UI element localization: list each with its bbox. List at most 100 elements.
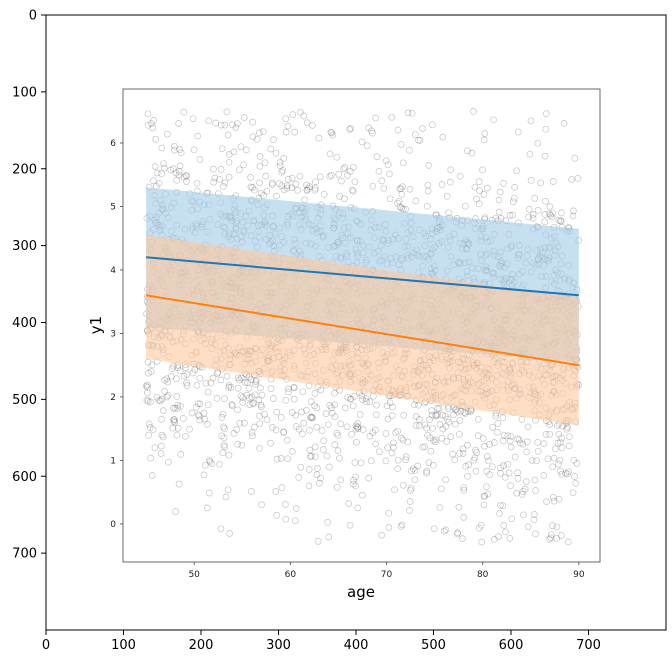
scatter-point xyxy=(279,167,287,174)
scatter-point xyxy=(146,424,154,431)
scatter-point xyxy=(350,163,357,171)
scatter-point xyxy=(145,431,152,439)
scatter-point xyxy=(373,153,381,160)
scatter-point xyxy=(429,424,437,432)
scatter-point xyxy=(396,203,404,211)
scatter-point xyxy=(351,178,359,186)
scatter-point xyxy=(316,479,323,487)
scatter-point xyxy=(176,162,184,170)
scatter-point xyxy=(245,384,253,392)
scatter-point xyxy=(564,470,571,478)
scatter-point xyxy=(365,124,373,132)
outer-x-tick-label: 200 xyxy=(189,638,214,653)
scatter-point xyxy=(443,438,451,445)
scatter-point xyxy=(459,535,466,542)
scatter-point xyxy=(161,376,169,384)
scatter-point xyxy=(306,446,314,454)
scatter-point xyxy=(394,126,402,134)
scatter-point xyxy=(324,519,332,526)
scatter-point xyxy=(143,396,151,404)
scatter-point xyxy=(352,422,360,430)
outer-y-tick-label: 0 xyxy=(29,9,37,24)
scatter-point xyxy=(552,445,559,453)
scatter-point xyxy=(394,199,401,207)
scatter-point xyxy=(155,396,163,404)
scatter-point xyxy=(499,437,507,445)
scatter-point xyxy=(313,471,321,479)
scatter-point xyxy=(353,424,361,431)
scatter-point xyxy=(424,187,432,195)
scatter-point xyxy=(291,517,299,525)
scatter-point xyxy=(314,538,322,545)
scatter-point xyxy=(295,474,303,481)
scatter-point xyxy=(521,485,529,493)
scatter-point xyxy=(346,126,354,133)
scatter-point xyxy=(238,441,246,449)
scatter-point xyxy=(494,428,501,436)
scatter-point xyxy=(228,402,236,409)
scatter-point xyxy=(257,384,264,392)
scatter-point xyxy=(221,443,229,451)
scatter-point xyxy=(483,483,490,491)
scatter-point xyxy=(277,455,285,462)
scatter-point xyxy=(502,528,509,536)
scatter-point xyxy=(423,202,431,210)
scatter-point xyxy=(234,384,242,392)
scatter-point xyxy=(478,538,486,546)
scatter-point xyxy=(373,401,380,409)
scatter-point xyxy=(269,395,277,402)
scatter-point xyxy=(183,178,190,185)
scatter-point xyxy=(194,411,202,419)
scatter-point xyxy=(563,425,571,433)
scatter-point xyxy=(295,425,303,433)
scatter-point xyxy=(496,501,504,509)
scatter-point xyxy=(423,469,430,477)
scatter-point xyxy=(357,459,365,467)
scatter-point xyxy=(527,176,535,184)
scatter-point xyxy=(562,469,570,477)
scatter-point xyxy=(382,157,390,165)
scatter-point xyxy=(434,411,442,419)
scatter-point xyxy=(335,170,343,178)
scatter-point xyxy=(369,129,376,137)
scatter-point xyxy=(268,424,276,431)
scatter-point xyxy=(470,456,478,464)
scatter-point xyxy=(541,211,549,218)
scatter-point xyxy=(276,162,284,170)
scatter-point xyxy=(445,209,452,217)
scatter-point xyxy=(542,197,549,205)
scatter-point xyxy=(252,378,260,385)
scatter-point xyxy=(311,390,319,397)
scatter-point xyxy=(501,473,509,481)
scatter-point xyxy=(519,488,527,495)
scatter-point xyxy=(398,521,406,529)
scatter-point xyxy=(288,174,296,182)
inner-y-tick-label: 0 xyxy=(110,520,116,530)
scatter-point xyxy=(338,177,345,185)
scatter-point xyxy=(237,143,245,151)
scatter-point xyxy=(462,202,469,210)
scatter-point xyxy=(144,110,152,118)
scatter-point xyxy=(438,434,446,442)
scatter-point xyxy=(569,212,577,220)
scatter-point xyxy=(251,186,258,194)
scatter-point xyxy=(352,425,360,433)
scatter-point xyxy=(412,422,420,429)
scatter-point xyxy=(358,138,366,146)
scatter-point xyxy=(255,396,263,404)
scatter-point xyxy=(354,425,362,433)
scatter-point xyxy=(372,426,379,434)
scatter-point xyxy=(144,381,151,389)
scatter-point xyxy=(524,523,532,531)
scatter-point xyxy=(514,469,522,477)
scatter-point xyxy=(196,156,204,163)
scatter-point xyxy=(399,159,407,167)
scatter-point xyxy=(528,457,536,464)
series-0-line xyxy=(146,256,579,297)
scatter-point xyxy=(225,384,233,391)
scatter-point xyxy=(171,405,179,412)
scatter-point xyxy=(464,441,471,449)
scatter-point xyxy=(400,481,407,489)
scatter-point xyxy=(314,465,321,472)
scatter-point xyxy=(385,509,393,517)
